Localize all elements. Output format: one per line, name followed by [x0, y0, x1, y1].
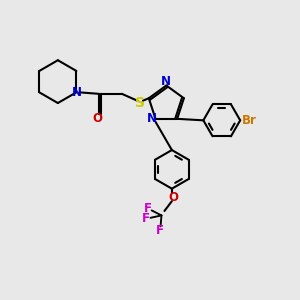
Text: S: S [135, 96, 145, 110]
Text: N: N [161, 75, 171, 88]
Text: Br: Br [242, 114, 256, 127]
Text: N: N [71, 86, 81, 99]
Text: F: F [144, 202, 152, 214]
Text: O: O [93, 112, 103, 125]
Text: F: F [142, 212, 150, 225]
Text: N: N [147, 112, 157, 125]
Text: F: F [156, 224, 164, 237]
Text: O: O [168, 190, 178, 203]
